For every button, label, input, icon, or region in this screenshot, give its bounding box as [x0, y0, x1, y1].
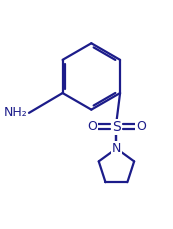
Text: O: O: [87, 120, 97, 133]
Text: O: O: [136, 120, 146, 133]
Text: S: S: [112, 120, 121, 134]
Text: NH₂: NH₂: [4, 106, 27, 119]
Text: N: N: [112, 142, 121, 155]
